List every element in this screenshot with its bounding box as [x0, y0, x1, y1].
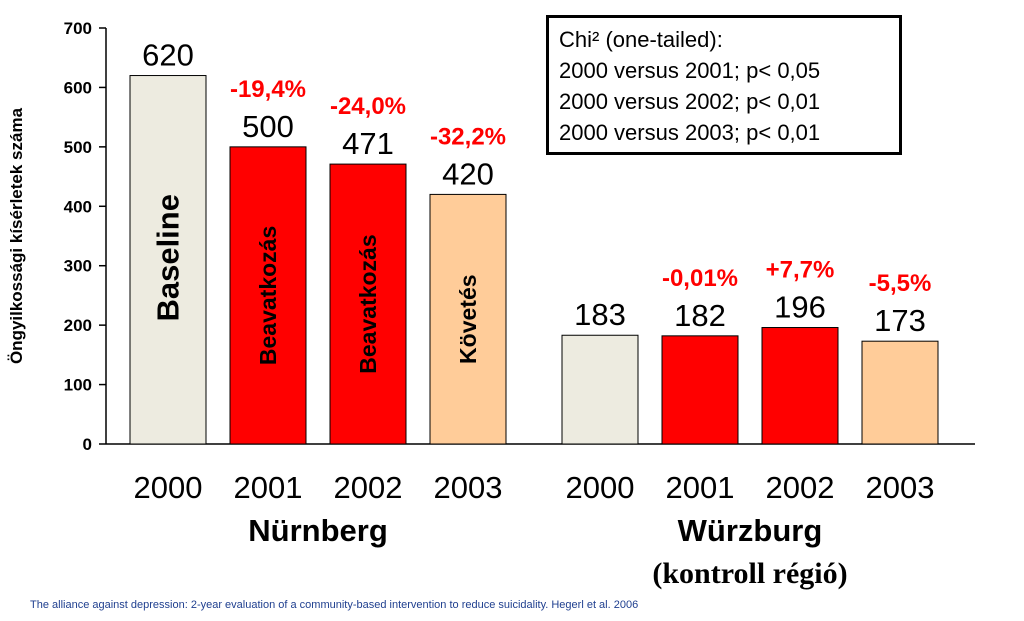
data-label: 420	[442, 156, 494, 191]
group-subtitle: (kontroll régió)	[652, 557, 847, 590]
x-tick-label: 2002	[766, 470, 835, 505]
data-label: 182	[674, 298, 726, 333]
y-tick-label: 100	[64, 376, 92, 395]
bar	[129, 75, 207, 445]
bar	[329, 163, 407, 445]
x-tick-label: 2001	[666, 470, 735, 505]
data-label: 471	[342, 126, 394, 161]
change-label: +7,7%	[766, 257, 835, 284]
stats-line-3: 2000 versus 2002; p< 0,01	[559, 89, 821, 114]
bar	[561, 334, 639, 445]
x-tick-label: 2003	[434, 470, 503, 505]
stats-line-4: 2000 versus 2003; p< 0,01	[559, 120, 821, 145]
y-axis-label: Öngyilkossági kísérletek száma	[7, 107, 26, 364]
x-tick-label: 2001	[234, 470, 303, 505]
data-label: 183	[574, 297, 626, 332]
y-tick-label: 200	[64, 316, 92, 335]
change-label: -5,5%	[869, 270, 932, 297]
data-label: 196	[774, 290, 826, 325]
y-tick-label: 300	[64, 257, 92, 276]
data-label: 173	[874, 303, 926, 338]
x-tick-label: 2003	[866, 470, 935, 505]
statistics-box: Chi² (one-tailed): 2000 versus 2001; p< …	[546, 15, 902, 155]
bar	[861, 340, 939, 445]
bar-inside-label: Baseline	[151, 194, 186, 322]
x-tick-label: 2002	[334, 470, 403, 505]
change-label: -19,4%	[230, 76, 306, 103]
bar	[429, 193, 507, 445]
bar	[761, 327, 839, 445]
bar	[229, 146, 307, 445]
y-tick-label: 0	[83, 435, 92, 454]
source-citation: The alliance against depression: 2-year …	[30, 599, 639, 611]
bar-inside-label: Beavatkozás	[255, 226, 281, 365]
bar-inside-label: Követés	[455, 274, 481, 363]
data-label: 620	[142, 38, 194, 73]
change-label: -24,0%	[330, 93, 406, 120]
bar-inside-label: Beavatkozás	[355, 234, 381, 373]
stats-line-2: 2000 versus 2001; p< 0,05	[559, 58, 821, 83]
change-label: -0,01%	[662, 265, 738, 292]
y-tick-label: 500	[64, 138, 92, 157]
x-tick-label: 2000	[566, 470, 635, 505]
y-tick-label: 700	[64, 19, 92, 38]
group-label: Würzburg	[678, 513, 823, 548]
x-tick-label: 2000	[134, 470, 203, 505]
y-tick-label: 600	[64, 78, 92, 97]
y-tick-label: 400	[64, 197, 92, 216]
change-label: -32,2%	[430, 123, 506, 150]
stats-line-1: Chi² (one-tailed):	[559, 27, 723, 52]
group-label: Nürnberg	[248, 513, 388, 548]
bar	[661, 335, 739, 445]
data-label: 500	[242, 109, 294, 144]
